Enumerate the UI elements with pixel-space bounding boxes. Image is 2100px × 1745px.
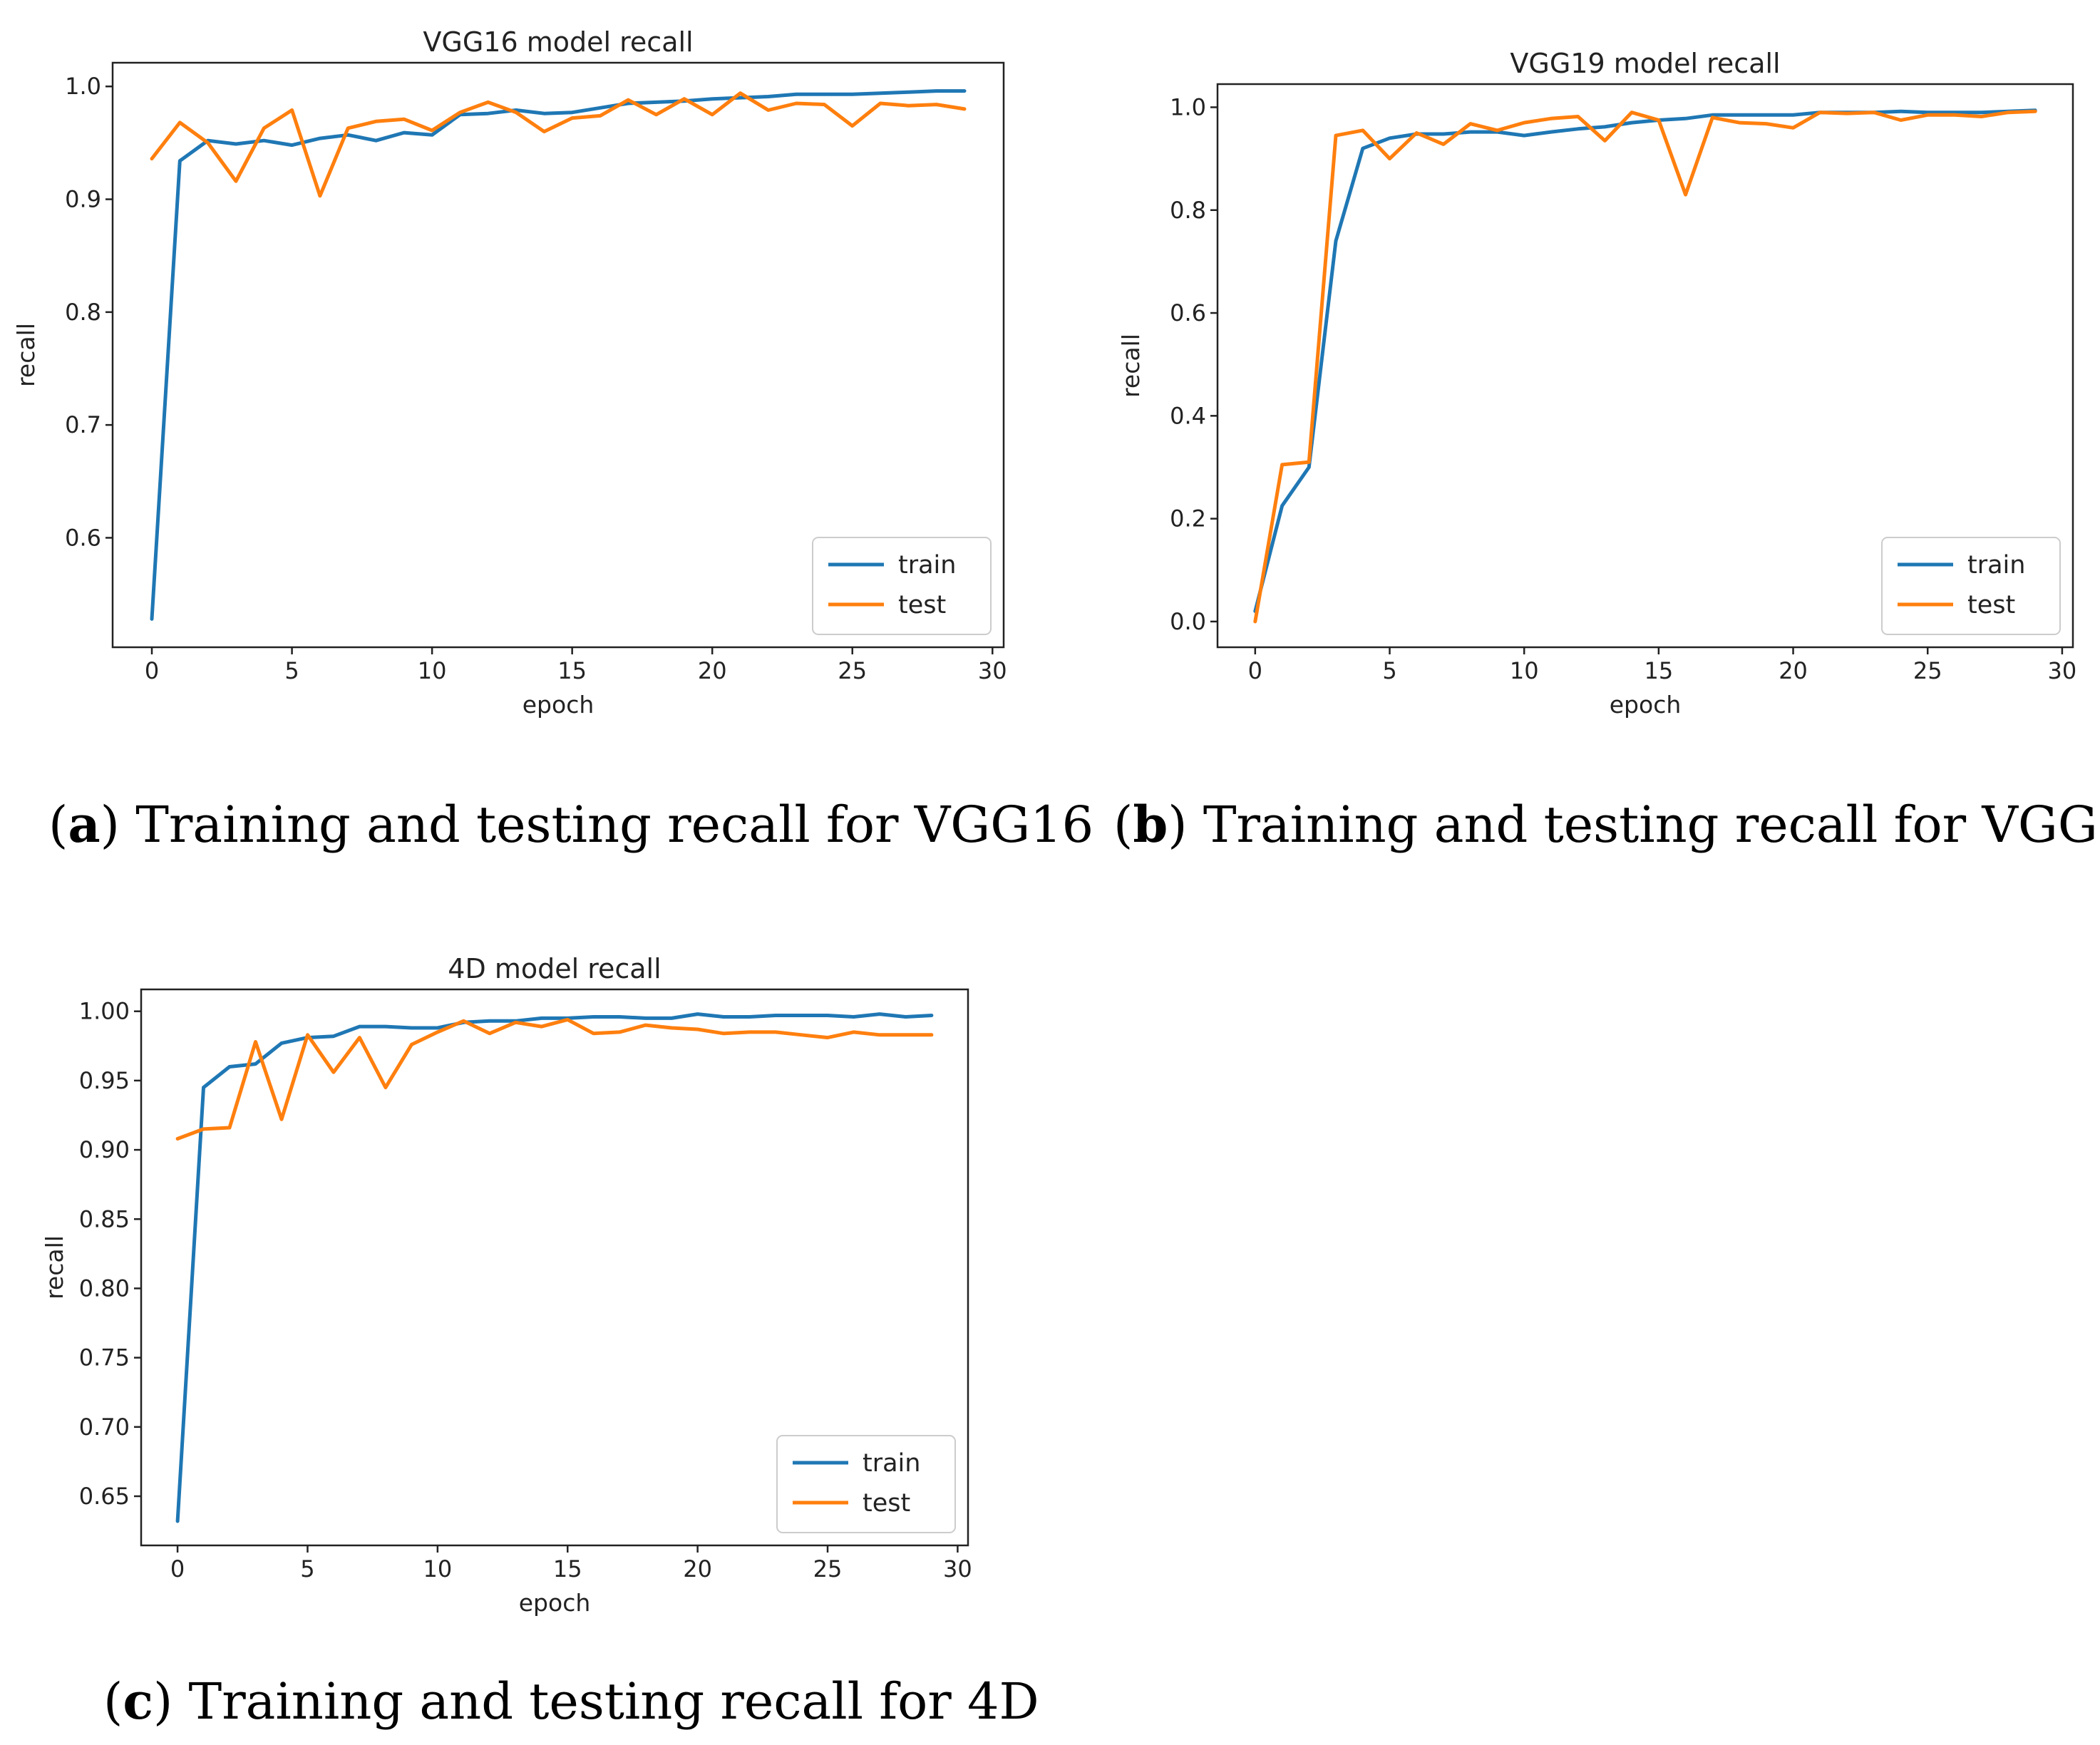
x-tick-label: 5 <box>284 657 299 684</box>
y-tick-label: 0.4 <box>1170 402 1206 429</box>
x-tick-label: 30 <box>2048 657 2077 684</box>
chart-title: VGG16 model recall <box>423 26 693 58</box>
legend-box <box>1881 537 2061 635</box>
y-tick-label: 0.70 <box>79 1414 130 1441</box>
series-line-train <box>150 89 967 621</box>
x-tick-label: 20 <box>1779 657 1808 684</box>
x-tick-label: 10 <box>418 657 447 684</box>
chart-panel-4d: 0 5 10 15 20 25 30 0.65 0.70 0.75 0.80 0.85 0.90 0.95… <box>0 898 1034 1682</box>
chart-panel-vgg16: 0 5 10 15 20 25 30 0.6 0.7 0.8 0.9 1.0 VGG16 model r… <box>0 0 1034 784</box>
y-tick-label: 0.85 <box>79 1205 130 1232</box>
chart-panel-vgg19: 0 5 10 15 20 25 30 0.0 0.2 0.4 0.6 0.8 1.0 VGG19 mode… <box>1069 0 2100 784</box>
legend-box <box>776 1435 956 1533</box>
legend-label-test: test <box>863 1489 910 1518</box>
plot-frame <box>1216 83 2074 649</box>
y-tick-label: 0.0 <box>1170 608 1206 635</box>
x-tick-label: 30 <box>943 1555 972 1582</box>
legend-label-train: train <box>1967 551 2025 580</box>
series-line-test <box>150 91 967 198</box>
y-tick-label: 0.6 <box>65 524 101 551</box>
caption-b: (b) Training and testing recall for VGG1… <box>1113 795 2100 854</box>
x-tick-label: 25 <box>1913 657 1942 684</box>
caption-b-text: Training and testing recall for VGG19 <box>1187 796 2100 854</box>
y-tick-label: 0.90 <box>79 1136 130 1163</box>
y-axis-label: recall <box>1117 334 1145 398</box>
y-tick-label: 0.95 <box>79 1067 130 1094</box>
x-tick-label: 20 <box>683 1555 712 1582</box>
y-axis-label: recall <box>12 323 40 387</box>
caption-c: (c) Training and testing recall for 4D <box>103 1672 1039 1731</box>
x-tick-label: 0 <box>1248 657 1262 684</box>
caption-c-text: Training and testing recall for 4D <box>173 1672 1039 1731</box>
x-tick-label: 5 <box>300 1555 314 1582</box>
x-axis-label: epoch <box>519 1589 591 1617</box>
legend-label-test: test <box>898 591 946 619</box>
chart-vgg19-recall: 0 5 10 15 20 25 30 0.0 0.2 0.4 0.6 0.8 1.0 VGG19 mode… <box>1117 48 2077 719</box>
legend-box <box>812 537 992 635</box>
x-tick-label: 20 <box>698 657 727 684</box>
caption-a-label: a <box>68 795 101 854</box>
y-tick-label: 1.0 <box>65 73 101 100</box>
x-tick-label: 5 <box>1382 657 1396 684</box>
x-tick-label: 25 <box>838 657 867 684</box>
series-line-test <box>1253 109 2037 624</box>
plot-frame <box>140 988 969 1547</box>
chart-title: VGG19 model recall <box>1510 48 1780 79</box>
x-tick-label: 10 <box>1510 657 1539 684</box>
x-tick-label: 0 <box>145 657 159 684</box>
chart-4d-recall: 0 5 10 15 20 25 30 0.65 0.70 0.75 0.80 0.85 0.90 0.95… <box>41 953 972 1617</box>
x-tick-label: 15 <box>553 1555 582 1582</box>
chart-title: 4D model recall <box>448 953 661 984</box>
y-tick-label: 0.65 <box>79 1483 130 1510</box>
x-axis-label: epoch <box>1610 691 1682 719</box>
y-tick-label: 0.2 <box>1170 505 1206 532</box>
plot-frame <box>111 61 1005 649</box>
legend-label-train: train <box>898 551 956 580</box>
x-axis-label: epoch <box>523 691 595 719</box>
chart-vgg16-recall: 0 5 10 15 20 25 30 0.6 0.7 0.8 0.9 1.0 VGG16 model r… <box>12 26 1007 719</box>
y-tick-label: 1.00 <box>79 998 130 1025</box>
x-tick-label: 10 <box>423 1555 452 1582</box>
x-tick-label: 0 <box>170 1555 185 1582</box>
x-tick-label: 25 <box>813 1555 843 1582</box>
y-axis-label: recall <box>41 1235 68 1299</box>
legend-label-train: train <box>863 1449 920 1478</box>
caption-a: (a) Training and testing recall for VGG1… <box>48 795 1094 854</box>
y-tick-label: 0.8 <box>1170 197 1206 224</box>
series-line-test <box>175 1017 934 1141</box>
y-tick-label: 0.8 <box>65 299 101 326</box>
y-tick-label: 0.6 <box>1170 299 1206 326</box>
x-tick-label: 30 <box>978 657 1007 684</box>
x-tick-label: 15 <box>1645 657 1674 684</box>
y-tick-label: 0.7 <box>65 411 101 438</box>
y-tick-label: 0.75 <box>79 1344 130 1371</box>
y-tick-label: 1.0 <box>1170 93 1206 120</box>
y-tick-label: 0.9 <box>65 186 101 213</box>
y-tick-label: 0.80 <box>79 1275 130 1302</box>
x-tick-label: 15 <box>557 657 587 684</box>
series-line-train <box>175 1012 934 1523</box>
caption-c-label: c <box>123 1672 153 1731</box>
series-line-train <box>1253 108 2037 613</box>
caption-b-label: b <box>1133 795 1168 854</box>
legend-label-test: test <box>1967 591 2015 619</box>
caption-a-text: Training and testing recall for VGG16 <box>119 796 1094 854</box>
